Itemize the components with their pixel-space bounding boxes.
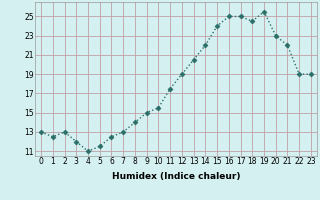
X-axis label: Humidex (Indice chaleur): Humidex (Indice chaleur) [112,172,240,181]
